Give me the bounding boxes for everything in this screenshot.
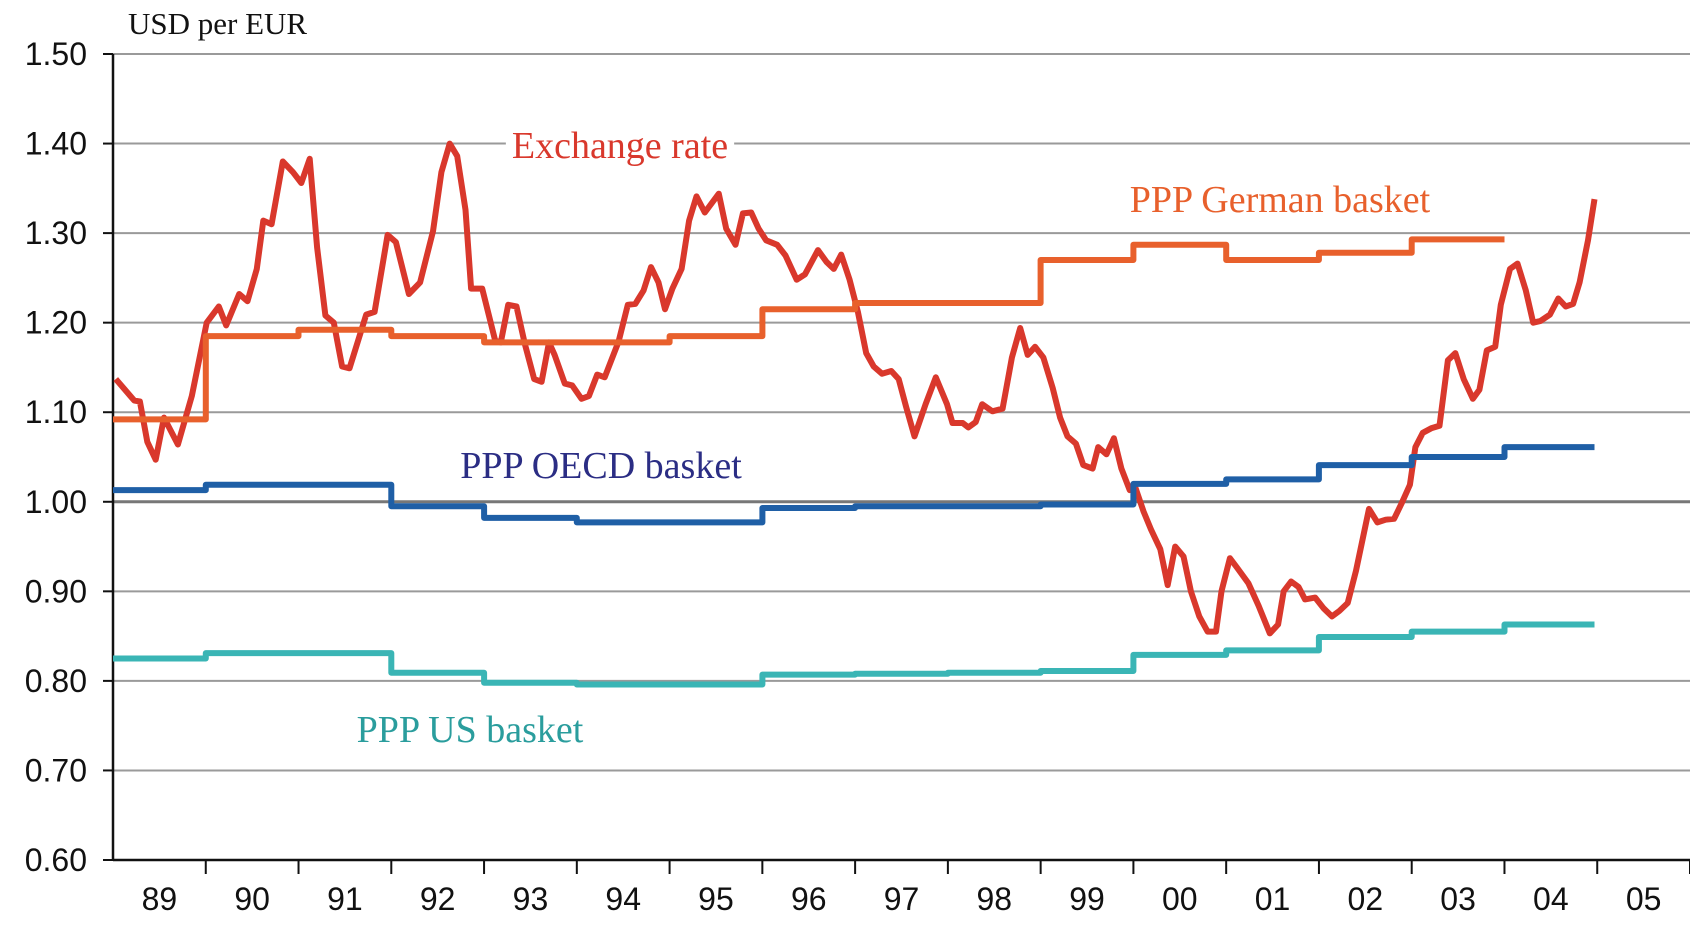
series-label: PPP US basket: [357, 709, 584, 751]
y-tick-label: 0.90: [25, 573, 87, 609]
x-tick-label: 89: [142, 881, 178, 917]
label-background: [1123, 183, 1437, 217]
series-line: [113, 236, 1505, 423]
series-label: PPP OECD basket: [460, 445, 742, 487]
y-tick-label: 1.50: [25, 36, 87, 72]
x-tick-label: 04: [1533, 881, 1569, 917]
x-tick-label: 03: [1440, 881, 1476, 917]
x-tick-label: 90: [234, 881, 270, 917]
y-tick-label: 1.20: [25, 305, 87, 341]
y-tick-label: 1.40: [25, 126, 87, 162]
x-tick-label: 96: [791, 881, 827, 917]
series-label: Exchange rate: [512, 125, 728, 167]
label-background: [454, 449, 749, 483]
x-tick-label: 93: [513, 881, 549, 917]
x-tick-label: 01: [1255, 881, 1291, 917]
y-tick-label: 0.70: [25, 752, 87, 788]
y-tick-label: 0.60: [25, 842, 87, 878]
series-line: [113, 444, 1595, 526]
y-tick-label: 1.00: [25, 484, 87, 520]
series-line: [113, 140, 1598, 637]
x-tick-label: 98: [976, 881, 1012, 917]
x-tick-label: 91: [327, 881, 363, 917]
y-tick-label: 1.30: [25, 215, 87, 251]
x-tick-label: 00: [1162, 881, 1198, 917]
label-background: [350, 713, 590, 747]
x-tick-label: 97: [884, 881, 920, 917]
x-tick-label: 05: [1626, 881, 1662, 917]
y-tick-label: 1.10: [25, 394, 87, 430]
y-axis-label: USD per EUR: [128, 6, 307, 41]
x-tick-label: 94: [605, 881, 641, 917]
x-tick-label: 99: [1069, 881, 1105, 917]
x-tick-label: 95: [698, 881, 734, 917]
series-line: [113, 621, 1595, 688]
label-background: [505, 129, 735, 163]
x-tick-label: 02: [1348, 881, 1384, 917]
series-label: PPP German basket: [1130, 179, 1431, 221]
y-tick-label: 0.80: [25, 663, 87, 699]
x-tick-label: 92: [420, 881, 456, 917]
